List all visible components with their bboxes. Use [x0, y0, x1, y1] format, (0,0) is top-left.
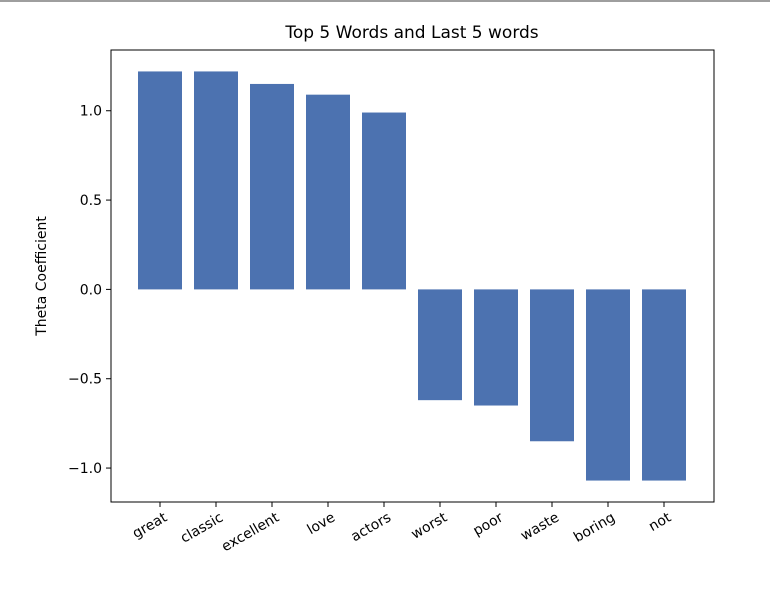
x-tick-label: actors — [348, 510, 394, 546]
y-tick-label: −1.0 — [68, 461, 102, 477]
bar-not — [642, 289, 686, 481]
y-tick-label: 1.0 — [80, 104, 102, 120]
bars-group — [138, 71, 686, 481]
y-tick-label: −0.5 — [68, 372, 102, 388]
bar-worst — [418, 289, 462, 401]
y-axis-label: Theta Coefficient — [34, 216, 50, 337]
x-tick-label: love — [305, 510, 338, 539]
bar-boring — [586, 289, 630, 481]
bar-great — [138, 71, 182, 290]
x-tick-label: worst — [409, 509, 451, 542]
bar-classic — [194, 71, 238, 290]
x-tick-label: great — [130, 509, 170, 542]
y-tick-label: 0.0 — [80, 282, 102, 298]
x-tick-label: boring — [571, 510, 618, 546]
x-tick-label: poor — [470, 509, 506, 539]
y-tick-label: 0.5 — [80, 193, 102, 209]
chart-title: Top 5 Words and Last 5 words — [284, 23, 538, 43]
bar-waste — [530, 289, 574, 442]
bar-actors — [362, 112, 406, 290]
bar-excellent — [250, 83, 294, 290]
plot-frame — [110, 49, 715, 503]
y-axis-ticks: −1.0 −0.5 0.0 0.5 1.0 — [68, 104, 111, 477]
top-border-line — [0, 0, 770, 2]
x-tick-label: not — [646, 509, 674, 535]
x-tick-label: excellent — [219, 509, 282, 555]
bar-love — [306, 94, 350, 290]
x-tick-label: waste — [518, 510, 562, 545]
bar-poor — [474, 289, 518, 406]
